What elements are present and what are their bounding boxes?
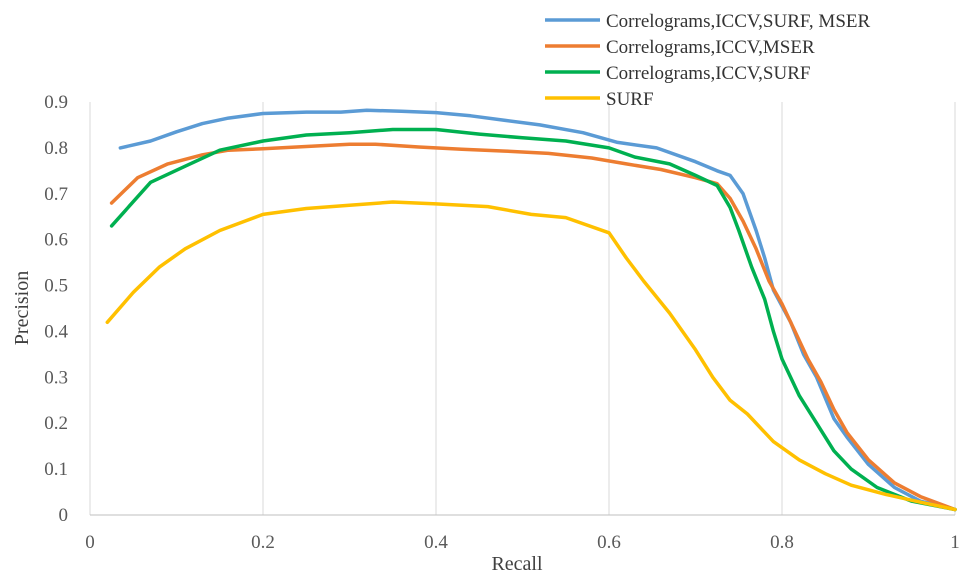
y-tick-label: 0.6 bbox=[44, 230, 68, 251]
y-tick-label: 0.3 bbox=[44, 367, 68, 388]
tick-labels: 0 0.2 0.4 0.6 0.8 1 0 0.1 0.2 0.3 0.4 0.5 0.6 0.7 0.8 0… bbox=[44, 92, 960, 553]
x-tick-label: 0 bbox=[85, 532, 95, 553]
legend: Correlograms,ICCV,SURF, MSER Correlograms… bbox=[545, 11, 870, 110]
legend-label: Correlograms,ICCV,SURF, MSER bbox=[606, 11, 870, 32]
y-tick-label: 0.8 bbox=[44, 138, 68, 159]
series-line-2 bbox=[109, 142, 957, 512]
legend-label: SURF bbox=[606, 89, 654, 110]
y-tick-label: 0.5 bbox=[44, 276, 68, 297]
x-tick-label: 0.2 bbox=[251, 532, 275, 553]
series-line-3 bbox=[109, 127, 957, 512]
y-tick-label: 0.4 bbox=[44, 321, 68, 342]
y-tick-label: 0.9 bbox=[44, 92, 68, 113]
series-line-4 bbox=[105, 200, 957, 512]
series-lines bbox=[105, 108, 957, 512]
series-line-1 bbox=[118, 108, 957, 512]
y-tick-label: 0.1 bbox=[44, 459, 68, 480]
x-tick-label: 1 bbox=[950, 532, 960, 553]
legend-label: Correlograms,ICCV,MSER bbox=[606, 37, 815, 58]
x-tick-label: 0.8 bbox=[770, 532, 794, 553]
y-tick-label: 0 bbox=[59, 505, 69, 526]
y-tick-label: 0.7 bbox=[44, 184, 68, 205]
legend-label: Correlograms,ICCV,SURF bbox=[606, 63, 810, 84]
y-axis-title: Precision bbox=[11, 271, 33, 345]
grid-lines bbox=[89, 102, 956, 516]
y-tick-label: 0.2 bbox=[44, 413, 68, 434]
x-tick-label: 0.6 bbox=[597, 532, 621, 553]
x-axis-title: Recall bbox=[491, 553, 543, 575]
x-tick-label: 0.4 bbox=[424, 532, 448, 553]
